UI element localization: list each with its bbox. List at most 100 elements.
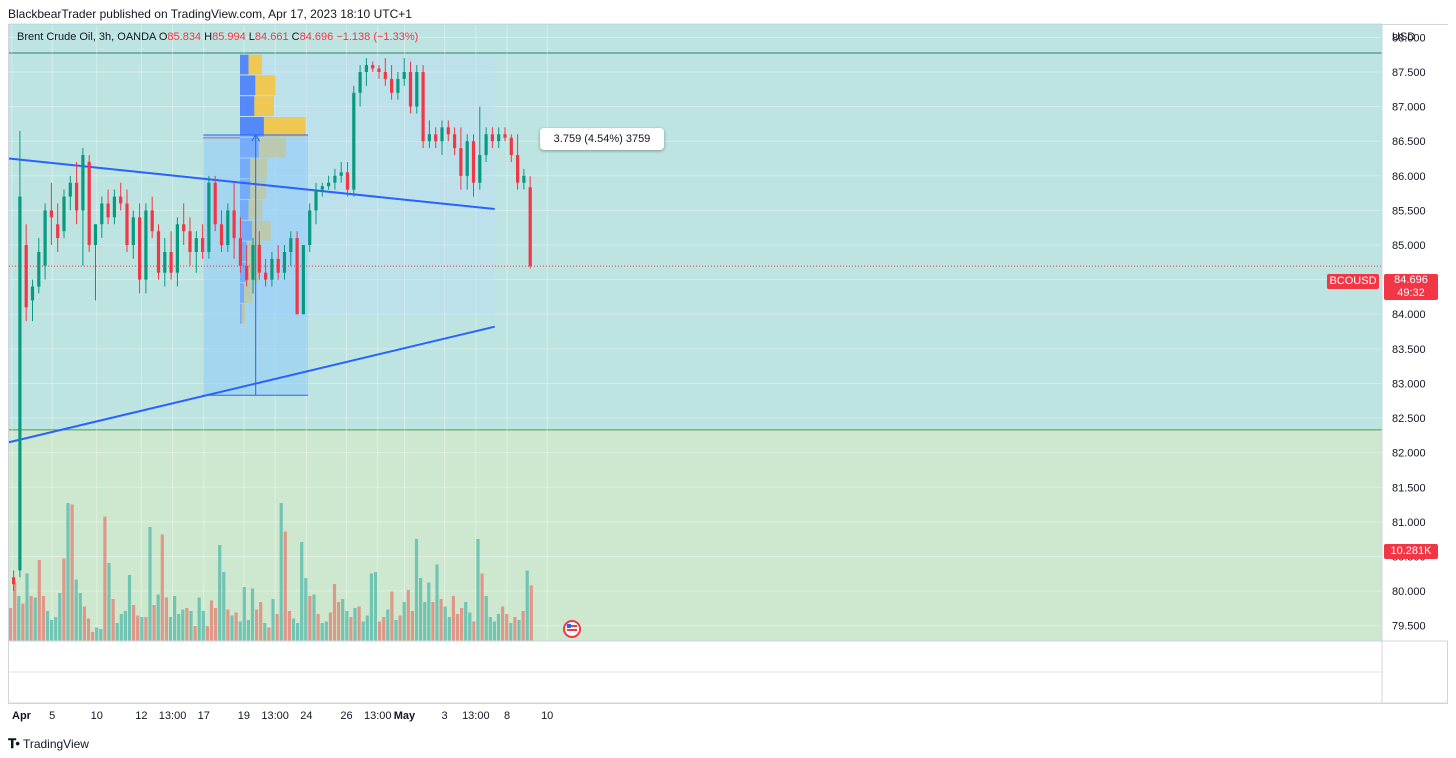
price-tick-label: 87.500 (1392, 67, 1426, 79)
candle-body (421, 71, 425, 142)
volume-bar (136, 615, 140, 641)
time-tick-label: 10 (541, 710, 553, 722)
volume-bar (287, 611, 291, 641)
volume-bar (185, 608, 189, 641)
volume-bar (246, 620, 250, 641)
legend-close-label: C (291, 31, 300, 43)
candle-body (396, 78, 400, 93)
candle-body (81, 155, 85, 211)
volume-bar (259, 602, 263, 641)
volume-bar (291, 618, 296, 641)
volume-bar (95, 627, 99, 641)
volume-profile-down-bar (263, 116, 306, 137)
volume-bar (427, 582, 431, 641)
volume-bar (66, 503, 70, 641)
volume-bar (238, 621, 242, 641)
volume-bar (123, 611, 127, 641)
volume-bar (263, 623, 267, 641)
candle-body (453, 134, 457, 149)
legend-high-label: H (204, 31, 213, 43)
candle-body (522, 175, 526, 183)
candle-body (408, 71, 413, 107)
candle-body (49, 210, 53, 218)
volume-bar (488, 617, 492, 641)
volume-profile-up-bar (240, 116, 264, 137)
price-tick-label: 81.500 (1392, 482, 1426, 494)
price-tick-label: 80.000 (1392, 586, 1426, 598)
time-tick-label: 5 (49, 710, 55, 722)
candle-body (264, 272, 268, 280)
volume-bar (468, 612, 472, 641)
candle-body (37, 251, 41, 287)
legend-low: 84.661 (254, 31, 289, 43)
volume-bar (505, 614, 509, 641)
volume-bar (107, 563, 111, 641)
volume-profile-down-bar (255, 75, 276, 96)
footer-brand[interactable]: 𝐓• TradingView (8, 736, 89, 752)
candle-body (503, 134, 507, 138)
ohlc-legend: Brent Crude Oil, 3h, OANDA O85.834 H85.9… (17, 31, 418, 43)
volume-bar (50, 620, 54, 641)
candle-body (93, 224, 98, 246)
candle-body (345, 172, 350, 190)
volume-bar (214, 608, 218, 641)
candle-body (169, 251, 173, 273)
volume-bar (181, 609, 185, 641)
volume-bar (324, 621, 328, 641)
volume-bar (54, 617, 58, 641)
volume-bar (296, 623, 300, 641)
volume-bar (283, 531, 287, 641)
price-axis-bg (1382, 25, 1448, 641)
candle-body (119, 196, 123, 204)
volume-profile-down-bar (254, 96, 275, 116)
volume-bar (484, 596, 488, 641)
publish-line: BlackbearTrader published on TradingView… (8, 7, 412, 21)
candle-body (308, 210, 312, 246)
candle-body (459, 148, 463, 176)
volume-bar (386, 609, 390, 641)
volume-bar (230, 615, 234, 641)
volume-bar (148, 527, 152, 641)
footer-brand-label: TradingView (22, 737, 89, 751)
volume-bar (74, 579, 78, 641)
volume-bar (168, 617, 173, 641)
measure-arrow-head-icon (251, 134, 261, 142)
volume-bar (177, 614, 181, 641)
volume-bar (275, 614, 279, 641)
volume-bar (218, 545, 222, 641)
legend-open: 85.834 (167, 31, 202, 43)
volume-bar (525, 570, 529, 641)
volume-bar (373, 572, 378, 641)
candle-body (12, 577, 16, 585)
candle-body (226, 210, 230, 246)
candle-body (314, 189, 318, 211)
candle-body (471, 141, 476, 183)
volume-bar (369, 573, 373, 641)
candle-body (138, 217, 142, 280)
volume-bar (472, 621, 476, 641)
volume-profile-up-bar (240, 54, 249, 75)
time-tick-label: 8 (504, 710, 510, 722)
volume-bar (509, 623, 513, 641)
legend-change: −1.138 (−1.33%) (336, 31, 419, 43)
candle-body (219, 224, 224, 246)
volume-bar (345, 611, 349, 641)
volume-tag: 10.281K (1384, 544, 1438, 559)
volume-bar (501, 606, 505, 641)
volume-bar (160, 534, 164, 641)
volume-bar (103, 516, 107, 641)
volume-bar (111, 599, 115, 641)
candle-body (427, 134, 431, 142)
volume-bar (91, 632, 95, 641)
legend-close: 84.696 (299, 31, 334, 43)
volume-bar (250, 588, 255, 641)
volume-bar (513, 617, 517, 641)
price-tag-value: 84.696 (1394, 274, 1428, 286)
candle-body (478, 155, 482, 183)
candle-body (434, 134, 438, 142)
volume-bar (341, 599, 345, 641)
price-tick-label: 86.500 (1392, 136, 1426, 148)
volume-bar (99, 629, 103, 641)
candle-body (87, 161, 91, 246)
